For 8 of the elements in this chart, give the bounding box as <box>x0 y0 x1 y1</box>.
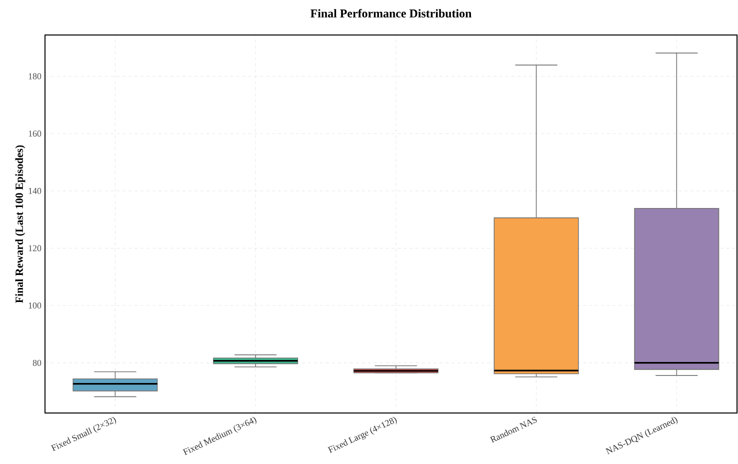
y-tick-label: 100 <box>28 302 42 309</box>
y-tick-label: 140 <box>28 188 42 194</box>
y-axis-title: Final Reward (Last 100 Episodes) <box>15 145 26 303</box>
y-tick-label: 160 <box>28 130 42 137</box>
y-tick-label: 120 <box>28 245 42 252</box>
chart-title: Final Performance Distribution <box>310 8 472 18</box>
y-tick-label: 180 <box>28 73 42 80</box>
y-tick-label: 80 <box>32 360 42 366</box>
